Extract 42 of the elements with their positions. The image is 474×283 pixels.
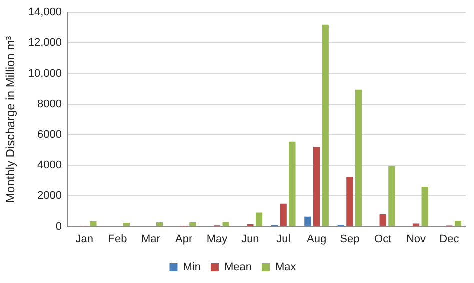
bar bbox=[454, 220, 462, 226]
bar bbox=[222, 222, 230, 226]
y-tick-label: 6000 bbox=[38, 129, 62, 142]
y-axis-title: Monthly Discharge in Million m³ bbox=[4, 36, 18, 204]
bar bbox=[422, 187, 428, 226]
y-tick-label: 4000 bbox=[38, 160, 62, 172]
legend-label: Min bbox=[183, 262, 201, 274]
y-tick-label: 12,000 bbox=[28, 37, 62, 50]
bar bbox=[355, 90, 362, 226]
x-tick-label: Jan bbox=[76, 233, 94, 246]
bar bbox=[280, 204, 287, 226]
bar bbox=[256, 212, 263, 226]
x-tick-label: Jun bbox=[242, 233, 260, 246]
x-tick-label: Sep bbox=[340, 233, 360, 246]
x-tick-label: Aug bbox=[306, 233, 327, 246]
y-tick-label: 0 bbox=[56, 220, 62, 233]
bar bbox=[388, 166, 396, 226]
bar bbox=[346, 177, 354, 226]
bar bbox=[313, 147, 320, 226]
x-tick-label: Jul bbox=[276, 233, 291, 246]
x-tick-label: May bbox=[206, 233, 228, 246]
y-tick-label: 2000 bbox=[38, 190, 62, 202]
bar bbox=[190, 222, 196, 226]
legend-label: Max bbox=[275, 262, 297, 274]
x-tick-label: Nov bbox=[406, 233, 427, 246]
bar bbox=[322, 24, 329, 226]
bar bbox=[412, 224, 420, 226]
x-tick-label: Oct bbox=[374, 233, 392, 246]
bar bbox=[304, 216, 312, 226]
x-tick-label: Dec bbox=[440, 233, 460, 246]
x-tick-label: Mar bbox=[141, 233, 161, 246]
bar bbox=[123, 222, 130, 226]
bar bbox=[156, 222, 164, 226]
y-tick-label: 8000 bbox=[38, 98, 62, 110]
bar bbox=[90, 221, 97, 226]
bar bbox=[289, 142, 296, 226]
x-tick-label: Apr bbox=[176, 233, 194, 246]
legend-label: Mean bbox=[224, 262, 252, 274]
x-tick-label: Feb bbox=[108, 233, 128, 246]
y-tick-label: 14,000 bbox=[28, 6, 62, 19]
bar bbox=[380, 214, 386, 226]
y-tick-label: 10,000 bbox=[28, 68, 62, 80]
